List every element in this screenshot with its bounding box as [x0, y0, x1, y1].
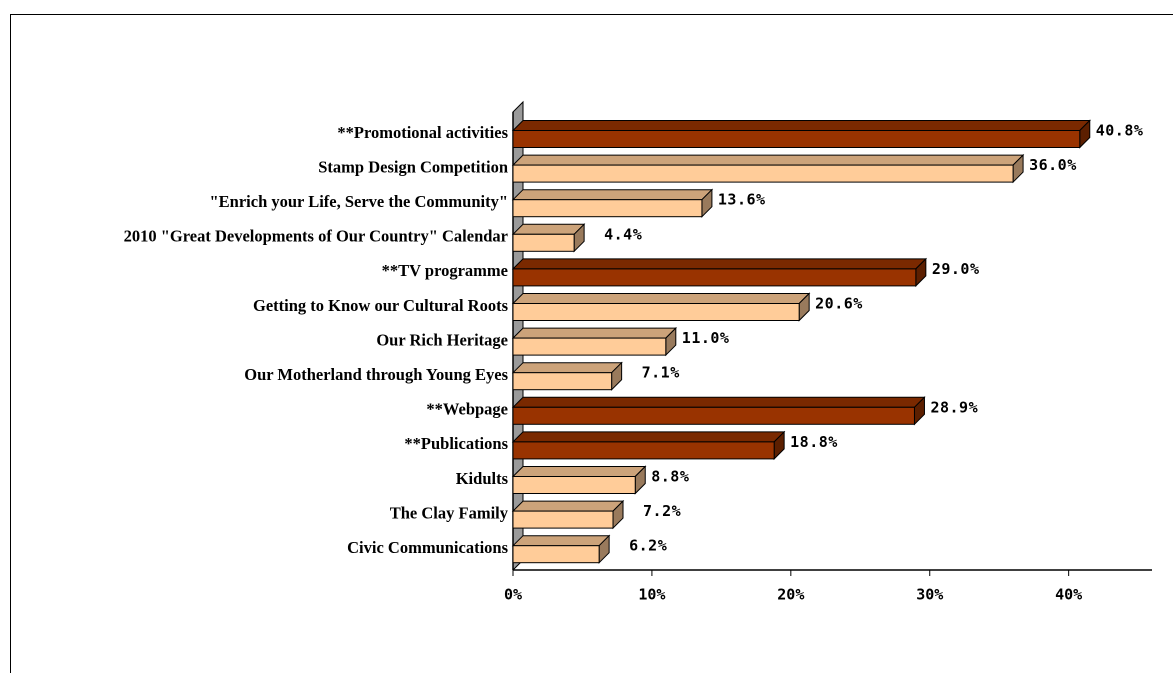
category-label: **Publications — [404, 434, 508, 453]
bar-top — [511, 535, 611, 547]
frame — [10, 14, 1173, 673]
category-label: Civic Communications — [347, 538, 508, 557]
bar-top — [511, 154, 1025, 166]
bar — [511, 223, 586, 253]
category-label: Stamp Design Competition — [318, 157, 508, 176]
category-label: Our Rich Heritage — [376, 330, 508, 349]
bar-top — [511, 223, 586, 235]
category-label: 2010 "Great Developments of Our Country"… — [124, 227, 508, 246]
bar — [511, 119, 1091, 149]
bar-front — [512, 233, 575, 252]
value-label: 6.2% — [629, 537, 667, 555]
bar-front — [512, 337, 667, 356]
bar-top — [511, 396, 926, 408]
bar — [511, 188, 714, 218]
category-label: Getting to Know our Cultural Roots — [253, 296, 509, 315]
bar — [511, 465, 647, 495]
category-label: **Webpage — [426, 400, 508, 419]
x-tick-label: 10% — [638, 586, 665, 604]
bar-front — [512, 372, 613, 391]
bar-top — [511, 362, 623, 374]
bar — [511, 430, 786, 461]
bar-top — [511, 500, 625, 512]
category-label: The Clay Family — [390, 503, 509, 522]
bar — [511, 499, 625, 530]
value-label: 13.6% — [718, 191, 766, 209]
category-label: Our Motherland through Young Eyes — [244, 365, 508, 384]
x-tick-label: 20% — [777, 586, 804, 604]
bar-front — [512, 441, 775, 460]
bar-front — [512, 268, 917, 287]
category-label: Kidults — [456, 469, 509, 488]
value-label: 40.8% — [1096, 122, 1144, 140]
bar-top — [511, 327, 678, 339]
value-label: 20.6% — [815, 295, 863, 313]
bar-top — [511, 466, 647, 477]
category-label: "Enrich your Life, Serve the Community" — [210, 192, 509, 211]
bar-front — [512, 199, 703, 218]
bar-front — [512, 303, 800, 321]
bar-front — [512, 545, 600, 564]
bar — [511, 534, 611, 564]
value-label: 11.0% — [682, 329, 730, 347]
value-label: 28.9% — [930, 398, 978, 416]
value-label: 8.8% — [651, 468, 689, 486]
bar-front — [512, 510, 614, 529]
category-label: **TV programme — [382, 261, 508, 280]
bar-top — [511, 431, 786, 443]
value-label: 36.0% — [1029, 156, 1077, 174]
bar-top — [511, 293, 811, 304]
value-label: 29.0% — [932, 260, 980, 278]
value-label: 4.4% — [604, 225, 642, 243]
bar-front — [512, 130, 1081, 148]
bar — [511, 361, 623, 391]
bar — [511, 257, 928, 288]
bar-front — [512, 476, 636, 494]
value-label: 7.1% — [642, 364, 680, 382]
bar — [511, 292, 811, 322]
x-tick-label: 40% — [1055, 586, 1082, 604]
bar-front — [512, 164, 1014, 183]
value-label: 18.8% — [790, 433, 838, 451]
bar-front — [512, 406, 915, 425]
category-label: **Promotional activities — [337, 123, 508, 142]
bar-top — [511, 189, 714, 201]
bar-top — [511, 120, 1091, 131]
value-label: 7.2% — [643, 502, 681, 520]
bar-top — [511, 258, 928, 270]
x-tick-label: 30% — [916, 586, 943, 604]
x-tick-label: 0% — [504, 586, 522, 604]
bar — [511, 153, 1025, 184]
bar — [511, 326, 678, 357]
bar — [511, 396, 926, 426]
